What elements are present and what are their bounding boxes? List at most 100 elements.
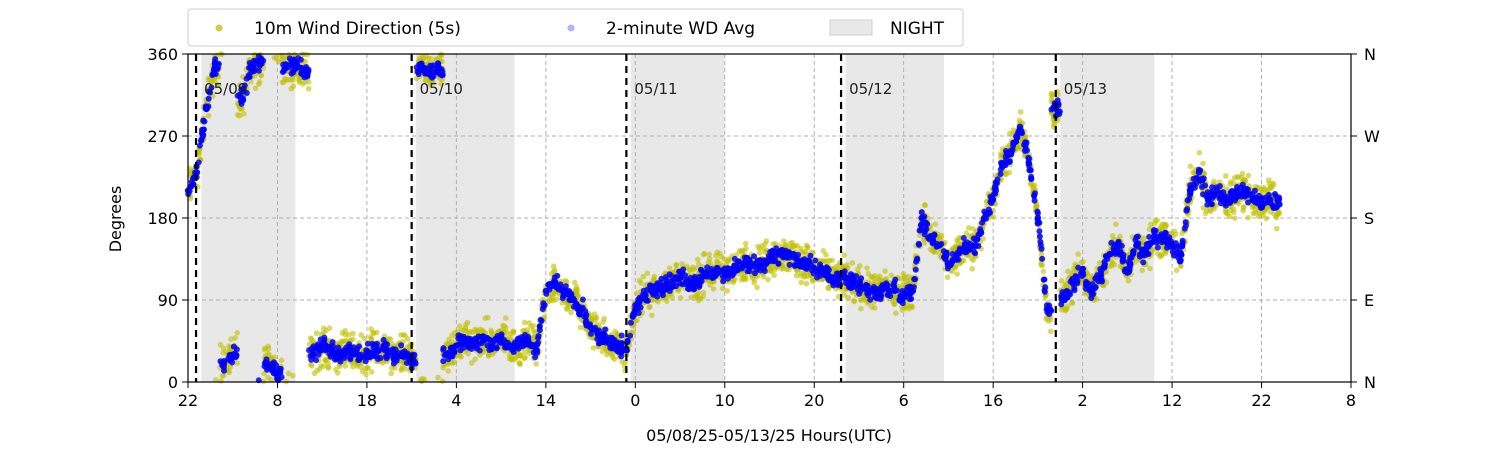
series-0-cloud-dot [573, 286, 579, 293]
series-0-cloud-dot [526, 320, 533, 326]
series-1-cloud-dot [498, 331, 505, 338]
series-1-cloud-dot [910, 287, 917, 294]
series-0-cloud-dot [339, 330, 346, 336]
series-0-cloud-dot [742, 240, 749, 247]
series-0-cloud-dot [831, 266, 837, 273]
series-0-cloud-dot [793, 272, 800, 279]
series-0-cloud-dot [849, 260, 856, 266]
series-1-cloud-dot [243, 75, 250, 82]
series-0-cloud-dot [706, 251, 713, 258]
series-0-cloud-dot [700, 289, 707, 296]
series-1-cloud-dot [430, 62, 437, 69]
series-0-cloud-dot [326, 325, 333, 331]
series-1-cloud-dot [734, 258, 741, 265]
series-1-cloud-dot [1125, 258, 1132, 265]
series-1-cloud-dot [256, 62, 263, 69]
series-0-cloud-dot [634, 317, 640, 323]
series-0-cloud-dot [1273, 225, 1280, 232]
series-1-cloud-dot [956, 250, 963, 257]
series-0-cloud-dot [361, 335, 368, 342]
series-1-cloud-dot [807, 252, 814, 259]
series-0-cloud-dot [320, 325, 327, 332]
series-0-cloud-dot [428, 79, 434, 86]
series-1-cloud-dot [304, 71, 311, 78]
series-0-cloud-dot [726, 256, 732, 262]
series-1-cloud-dot [825, 275, 832, 282]
series-0-cloud-dot [1125, 277, 1132, 284]
series-0-cloud-dot [1080, 258, 1086, 265]
series-1-cloud-dot [200, 117, 207, 124]
series-0-cloud-dot [841, 292, 848, 299]
series-1-cloud-dot [1036, 219, 1043, 226]
series-0-cloud-dot [647, 303, 653, 310]
data-points [184, 51, 1283, 385]
series-1-cloud-dot [848, 278, 855, 285]
series-1-cloud-dot [833, 279, 840, 286]
series-1-cloud-dot [426, 67, 433, 74]
series-0-cloud-dot [690, 264, 696, 271]
series-1-cloud-dot [691, 273, 698, 280]
series-0-cloud-dot [439, 378, 446, 384]
series-0-cloud-dot [633, 290, 640, 297]
series-0-cloud-dot [882, 268, 888, 274]
series-1-cloud-dot [1163, 244, 1170, 251]
series-1-cloud-dot [239, 97, 246, 104]
series-0-cloud-dot [456, 323, 463, 329]
series-0-cloud-dot [268, 376, 274, 383]
series-1-cloud-dot [767, 248, 774, 255]
series-1-cloud-dot [487, 343, 494, 350]
series-0-cloud-dot [285, 370, 292, 377]
series-1-cloud-dot [234, 92, 241, 99]
series-1-cloud-dot [1073, 278, 1080, 285]
series-0-cloud-dot [265, 346, 272, 352]
series-0-cloud-dot [1263, 215, 1270, 222]
series-1-cloud-dot [618, 332, 625, 339]
series-1-cloud-dot [373, 345, 380, 352]
series-0-cloud-dot [368, 336, 375, 343]
series-1-cloud-dot [1072, 272, 1079, 279]
series-1-cloud-dot [806, 259, 813, 266]
series-0-cloud-dot [234, 360, 241, 366]
series-1-cloud-dot [313, 357, 320, 364]
series-1-cloud-dot [421, 64, 428, 71]
series-0-cloud-dot [438, 81, 444, 87]
series-0-cloud-dot [696, 297, 702, 304]
series-0-cloud-dot [1069, 300, 1076, 306]
series-0-cloud-dot [239, 105, 245, 112]
series-1-cloud-dot [1151, 235, 1158, 242]
series-0-cloud-dot [278, 357, 285, 364]
series-1-cloud-dot [455, 341, 462, 348]
series-1-cloud-dot [554, 272, 561, 279]
series-0-cloud-dot [1235, 174, 1242, 180]
series-1-cloud-dot [278, 374, 285, 381]
series-1-cloud-dot [1088, 291, 1095, 298]
series-1-cloud-dot [1080, 271, 1087, 278]
series-1-cloud-dot [661, 283, 668, 290]
series-0-cloud-dot [445, 361, 451, 367]
series-0-cloud-dot [931, 249, 937, 255]
series-1-cloud-dot [795, 260, 802, 267]
series-1-cloud-dot [274, 369, 281, 376]
series-1-cloud-dot [704, 264, 711, 271]
series-0-cloud-dot [1045, 318, 1052, 324]
series-0-cloud-dot [342, 363, 349, 369]
series-1-cloud-dot [1013, 135, 1020, 142]
series-1-cloud-dot [589, 326, 596, 333]
series-1-cloud-dot [1162, 229, 1169, 236]
series-1-cloud-dot [915, 241, 922, 248]
series-1-cloud-dot [315, 351, 322, 358]
series-0-cloud-dot [521, 355, 528, 362]
series-1-cloud-dot [231, 350, 238, 357]
series-0-cloud-dot [1228, 207, 1234, 214]
series-1-cloud-dot [1145, 250, 1152, 257]
series-1-cloud-dot [1133, 234, 1140, 241]
series-1-cloud-dot [964, 239, 971, 246]
series-1-cloud-dot [775, 249, 782, 256]
series-1-cloud-dot [654, 293, 661, 300]
series-1-cloud-dot [820, 270, 827, 277]
series-0-cloud-dot [363, 371, 369, 378]
series-1-cloud-dot [992, 190, 999, 197]
series-1-cloud-dot [1170, 252, 1177, 259]
series-0-cloud-dot [402, 332, 408, 339]
